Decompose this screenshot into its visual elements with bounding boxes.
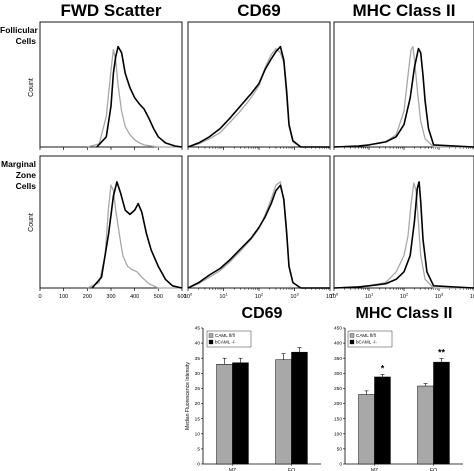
panel-frame — [187, 155, 331, 289]
x-tick-label: 0 — [38, 294, 41, 300]
legend-entry: CAML fl/fl — [356, 333, 376, 338]
histogram-series-line — [96, 45, 183, 148]
y-tick-label: 30 — [195, 371, 201, 377]
x-tick-label: 200 — [83, 294, 92, 300]
bar — [291, 351, 308, 465]
y-tick-label: 100 — [334, 431, 342, 437]
panel-frame — [39, 155, 183, 289]
y-tick-label: 35 — [195, 356, 201, 362]
panel-frame — [333, 155, 474, 289]
y-tick-label: 400 — [334, 341, 342, 347]
legend-swatch — [349, 333, 355, 338]
column-title-cd69: CD69 — [237, 1, 281, 20]
category-label: FO — [430, 468, 437, 471]
y-tick-label: 350 — [334, 356, 342, 362]
y-tick-label: 15 — [195, 416, 201, 422]
x-tick-label: 100 — [59, 294, 68, 300]
x-tick-label: 500 — [154, 294, 163, 300]
y-tick-label: 450 — [334, 326, 342, 332]
significance-mark: * — [381, 364, 385, 374]
y-tick-label: 150 — [334, 416, 342, 422]
x-tick-label: 104 — [470, 292, 474, 301]
histogram-series-line — [91, 181, 183, 289]
bar — [232, 362, 249, 465]
y-tick-label: 20 — [195, 401, 201, 407]
bar — [358, 394, 375, 465]
y-tick-label: 10 — [195, 431, 201, 437]
y-tick-label: 50 — [337, 446, 343, 452]
legend-entry: bCAML -/- — [356, 340, 377, 345]
x-tick-label: 103 — [435, 292, 444, 301]
legend-swatch — [208, 339, 214, 345]
histogram-mz-mhc: 100 101 102 103 104 — [330, 155, 474, 301]
bar — [374, 376, 391, 465]
legend-box — [206, 330, 252, 348]
x-tick-label: 101 — [365, 292, 374, 301]
histogram-series-line — [187, 45, 330, 148]
x-tick-label: 100 — [184, 292, 193, 301]
row-label-line: Follicular — [0, 25, 38, 35]
histogram-series-line — [87, 48, 182, 148]
y-tick-label: 25 — [195, 386, 201, 392]
y-tick-label: 45 — [195, 326, 201, 332]
y-tick-label: 0 — [197, 462, 200, 468]
histogram-series-line — [333, 181, 474, 289]
bar — [275, 359, 292, 465]
y-axis-label: Median Fluorescence Intensity — [185, 362, 191, 430]
row-label-follicular: Follicular Cells — [0, 25, 38, 47]
column-title-mhc: MHC Class II — [352, 1, 456, 20]
bar-chart-title: MHC Class II — [356, 305, 453, 322]
category-label: MZ — [229, 468, 236, 471]
histogram-mz-fwd: 0 100 200 300 400 500 600 — [38, 155, 187, 300]
histogram-series-line — [333, 47, 474, 148]
y-tick-label: 300 — [334, 371, 342, 377]
histogram-follicular-mhc — [333, 21, 474, 150]
bar — [433, 361, 450, 465]
legend-box — [347, 330, 393, 348]
y-tick-label: 5 — [197, 446, 200, 452]
x-tick-label: 104 — [326, 292, 335, 301]
bar — [216, 364, 233, 465]
category-label: FO — [288, 468, 295, 471]
row-label-line: Zone — [15, 170, 36, 180]
legend-swatch — [208, 333, 214, 338]
row-label-line: Cells — [15, 181, 36, 191]
y-tick-label: 0 — [339, 462, 342, 468]
y-tick-label: 40 — [195, 341, 201, 347]
histogram-series-line — [87, 184, 182, 289]
x-tick-label: 101 — [219, 292, 228, 301]
x-tick-label: 102 — [400, 292, 409, 301]
panel-frame — [39, 21, 183, 148]
x-tick-label: 400 — [130, 294, 139, 300]
row-label-marginal-zone: Marginal Zone Cells — [0, 159, 36, 192]
row-label-line: Marginal — [1, 159, 36, 169]
category-label: MZ — [371, 468, 378, 471]
histogram-series-line — [187, 184, 330, 289]
legend-entry: CAML fl/fl — [215, 333, 235, 338]
histogram-mz-cd69: 100 101 102 103 104 — [184, 155, 335, 301]
bar-chart-title: CD69 — [242, 305, 283, 322]
significance-mark: ** — [438, 348, 446, 358]
histogram-follicular-cd69 — [187, 21, 331, 150]
bar — [417, 385, 434, 465]
x-tick-label: 100 — [330, 292, 339, 301]
histogram-follicular-fwd — [39, 21, 183, 150]
y-tick-label: 250 — [334, 386, 342, 392]
x-tick-label: 300 — [106, 294, 115, 300]
legend-swatch — [349, 339, 355, 345]
x-tick-label: 600 — [177, 294, 186, 300]
legend-entry: bCAML -/- — [215, 340, 236, 345]
column-title-fwd: FWD Scatter — [60, 1, 162, 20]
x-tick-label: 103 — [290, 292, 299, 301]
y-tick-label: 200 — [334, 401, 342, 407]
row-label-line: Cells — [15, 36, 36, 46]
x-tick-label: 102 — [255, 292, 264, 301]
bar-chart-cd69: 0 5 10 15 20 25 30 35 40 45 MZ FO CAML fl/fl bCAML -/… — [185, 305, 321, 471]
panel-frame — [333, 21, 474, 148]
